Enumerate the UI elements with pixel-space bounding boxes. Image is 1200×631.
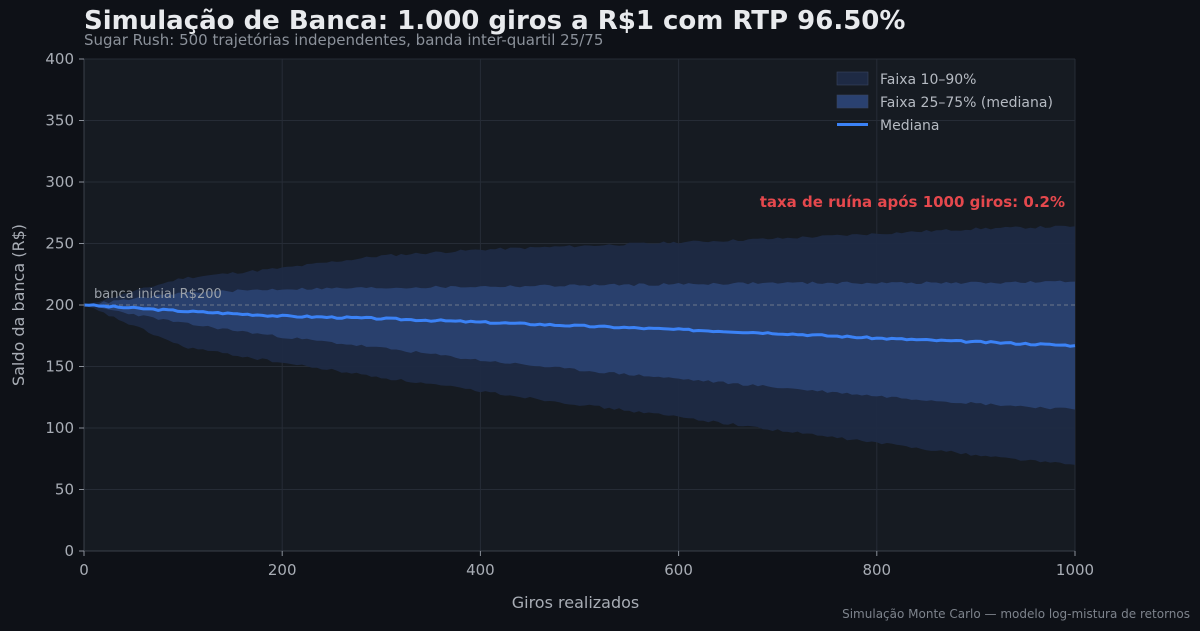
median-line — [83, 303, 1076, 348]
ruin-rate-annotation: taxa de ruína após 1000 giros: 0.2% — [760, 193, 1065, 211]
y-tick-label: 400 — [45, 50, 74, 68]
y-tick-label: 250 — [45, 235, 74, 253]
y-tick-label: 200 — [45, 296, 74, 314]
x-tick-label: 0 — [79, 561, 89, 579]
x-tick-label: 200 — [268, 561, 297, 579]
band-25-75 — [84, 280, 1075, 410]
y-axis-label: Saldo da banca (R$) — [9, 224, 28, 386]
legend-label: Mediana — [880, 118, 940, 134]
legend-label: Faixa 10–90% — [880, 72, 976, 88]
x-tick-label: 1000 — [1056, 561, 1094, 579]
chart-subtitle: Sugar Rush: 500 trajetórias independente… — [84, 31, 604, 49]
legend-swatch — [836, 94, 869, 109]
y-tick-label: 350 — [45, 112, 74, 130]
footer-note: Simulação Monte Carlo — modelo log-mistu… — [842, 607, 1190, 621]
legend-swatch — [836, 71, 869, 86]
y-tick-label: 50 — [55, 481, 74, 499]
reference-line-label: banca inicial R$200 — [94, 287, 222, 302]
legend-label: Faixa 25–75% (mediana) — [880, 95, 1053, 111]
y-tick-label: 300 — [45, 173, 74, 191]
chart-title: Simulação de Banca: 1.000 giros a R$1 co… — [84, 6, 906, 36]
y-tick-label: 0 — [64, 542, 74, 560]
legend: Faixa 10–90% Faixa 25–75% (mediana) Median… — [836, 71, 1053, 134]
x-axis-label: Giros realizados — [512, 593, 640, 612]
x-tick-label: 800 — [862, 561, 891, 579]
x-tick-label: 600 — [664, 561, 693, 579]
y-tick-label: 150 — [45, 358, 74, 376]
x-tick-label: 400 — [466, 561, 495, 579]
y-tick-label: 100 — [45, 419, 74, 437]
